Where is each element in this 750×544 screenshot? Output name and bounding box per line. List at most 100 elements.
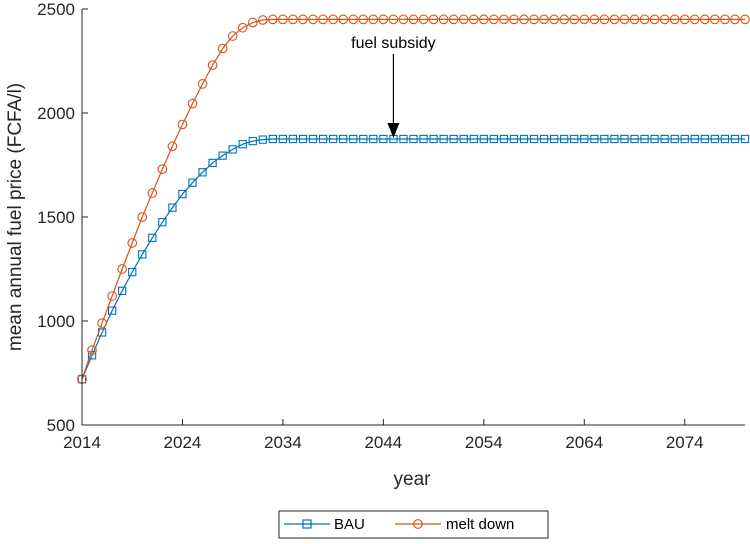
data-point-bau: [318, 134, 328, 144]
data-point-melt-down: [247, 17, 258, 28]
data-point-bau: [298, 134, 308, 144]
data-point-bau: [349, 134, 358, 144]
data-point-melt-down: [117, 264, 128, 274]
annotation-arrow-head: [387, 123, 400, 138]
data-point-melt-down: [740, 14, 750, 25]
data-point-melt-down: [649, 14, 660, 25]
data-point-bau: [107, 306, 117, 315]
data-point-bau: [560, 134, 569, 144]
data-point-melt-down: [599, 14, 610, 25]
data-point-melt-down: [489, 14, 499, 25]
data-point-bau: [258, 135, 267, 144]
data-point-bau: [650, 134, 659, 144]
data-point-melt-down: [388, 14, 399, 25]
data-point-bau: [158, 218, 167, 227]
data-point-bau: [740, 134, 750, 144]
data-point-melt-down: [187, 98, 198, 109]
data-point-melt-down: [710, 14, 720, 25]
data-point-bau: [399, 134, 408, 144]
x-tick-label: 2044: [364, 433, 402, 452]
x-tick-label: 2024: [164, 433, 202, 452]
data-point-melt-down: [589, 14, 600, 25]
data-point-melt-down: [288, 14, 298, 25]
y-tick-label: 2500: [37, 0, 75, 19]
data-point-melt-down: [257, 15, 268, 25]
data-point-melt-down: [278, 14, 288, 25]
data-point-bau: [449, 134, 458, 144]
data-point-melt-down: [458, 14, 469, 25]
data-point-bau: [580, 134, 589, 144]
data-point-bau: [429, 134, 438, 144]
data-point-melt-down: [699, 14, 710, 25]
data-point-melt-down: [579, 14, 590, 25]
x-tick-label: 2054: [465, 433, 503, 452]
data-point-melt-down: [227, 31, 238, 41]
data-point-melt-down: [569, 14, 580, 25]
axes: 2014 2024 2034 2044 2054 2064 2074 500 1000 1500 2…: [37, 0, 745, 452]
data-point-bau: [670, 134, 679, 144]
data-point-bau: [359, 134, 368, 144]
data-point-melt-down: [669, 14, 680, 25]
data-point-bau: [519, 134, 529, 144]
data-point-bau: [489, 134, 499, 144]
data-point-bau: [339, 134, 348, 144]
y-tick-label: 1000: [37, 312, 75, 331]
data-point-melt-down: [197, 79, 208, 89]
data-point-bau: [720, 134, 730, 144]
data-point-melt-down: [378, 14, 389, 25]
data-point-bau: [630, 134, 639, 144]
data-point-bau: [439, 134, 448, 144]
data-point-melt-down: [157, 164, 168, 175]
data-point-bau: [499, 134, 509, 144]
data-point-melt-down: [629, 14, 640, 25]
data-point-melt-down: [107, 291, 117, 301]
legend: BAU melt down: [278, 510, 549, 539]
data-point-bau: [700, 134, 709, 144]
y-tick-label: 2000: [37, 104, 75, 123]
annotation-label: fuel subsidy: [351, 35, 436, 52]
data-point-bau: [459, 134, 468, 144]
data-point-bau: [238, 140, 247, 149]
data-point-melt-down: [720, 14, 730, 25]
annotation: fuel subsidy: [351, 35, 436, 138]
data-point-bau: [218, 151, 227, 160]
x-tick-label: 2014: [63, 433, 101, 452]
data-point-melt-down: [418, 14, 429, 25]
data-point-melt-down: [478, 14, 489, 25]
data-point-melt-down: [87, 345, 97, 355]
legend-bau-label: BAU: [334, 516, 365, 533]
data-point-melt-down: [468, 14, 479, 25]
data-point-bau: [208, 158, 217, 168]
data-point-melt-down: [358, 14, 369, 25]
data-point-bau: [178, 189, 187, 199]
legend-bau-marker: [302, 519, 312, 529]
data-point-melt-down: [328, 14, 338, 25]
data-point-melt-down: [428, 14, 439, 25]
data-point-melt-down: [127, 238, 138, 248]
y-tick-label: 1500: [37, 208, 75, 227]
data-point-melt-down: [298, 14, 308, 25]
data-point-bau: [168, 203, 177, 212]
data-point-melt-down: [559, 14, 570, 25]
data-point-bau: [228, 145, 237, 154]
series-layer: [77, 14, 750, 385]
data-point-bau: [640, 134, 649, 144]
data-point-melt-down: [348, 14, 359, 25]
data-point-melt-down: [689, 14, 700, 25]
data-point-melt-down: [659, 14, 670, 25]
legend-meltdown-marker: [413, 519, 423, 529]
data-point-bau: [509, 134, 519, 144]
data-point-melt-down: [448, 14, 459, 25]
data-point-bau: [529, 134, 539, 144]
data-point-bau: [268, 134, 278, 144]
data-point-bau: [469, 134, 478, 144]
x-axis-label: year: [394, 469, 432, 490]
data-point-melt-down: [529, 14, 539, 25]
x-tick-label: 2074: [666, 433, 704, 452]
data-point-bau: [138, 250, 147, 259]
plot-area: [82, 9, 745, 425]
data-point-melt-down: [97, 318, 107, 328]
data-point-bau: [730, 134, 740, 144]
data-point-melt-down: [237, 22, 248, 33]
